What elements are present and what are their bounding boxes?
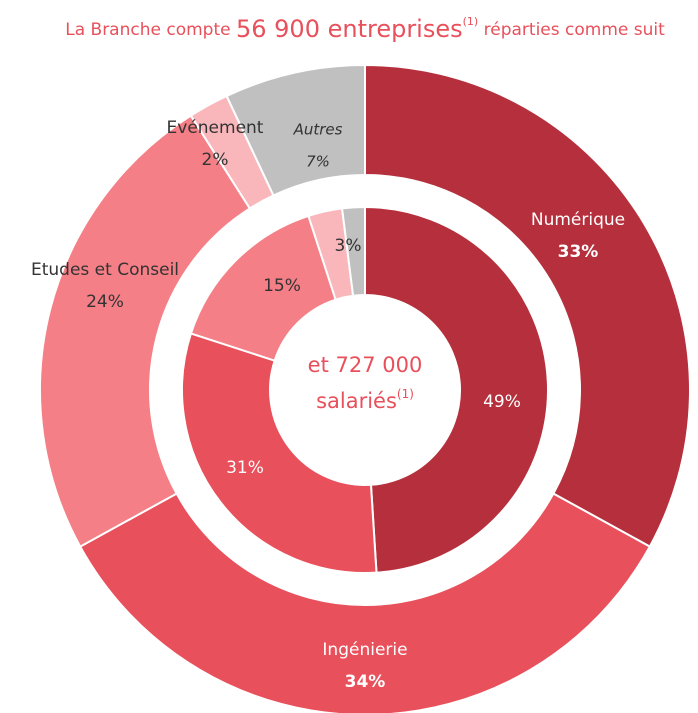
donut-slice <box>340 205 366 297</box>
center-unit: salariés <box>316 389 397 413</box>
category-label: Etudes et Conseil <box>31 260 179 280</box>
value-label: 15% <box>263 276 301 296</box>
donut-slice <box>78 492 652 713</box>
chart-title: La Branche compte 56 900 entreprises(1) … <box>65 12 665 43</box>
value-label: 34% <box>345 672 386 692</box>
category-label: Evénement <box>167 118 264 138</box>
title-suffix: réparties comme suit <box>484 20 665 40</box>
value-label: 33% <box>558 242 599 262</box>
center-label: salariés(1) <box>316 387 414 414</box>
value-label: 2% <box>202 150 229 170</box>
donut-slice <box>225 63 366 197</box>
value-label: 49% <box>483 392 521 412</box>
category-label: Numérique <box>531 210 625 230</box>
donut-slice <box>181 332 378 574</box>
category-label: Ingénierie <box>322 640 407 660</box>
center-value: et 727 000 <box>308 353 423 377</box>
value-label: 24% <box>86 292 124 312</box>
donut-slice <box>364 63 691 548</box>
value-label: 3% <box>335 236 362 256</box>
category-label: Autres <box>293 121 343 139</box>
title-prefix: La Branche compte <box>65 20 230 40</box>
center-label: et 727 000 <box>308 353 423 377</box>
donut-slice <box>38 114 252 548</box>
center-note: (1) <box>397 387 414 401</box>
value-label: 31% <box>226 458 264 478</box>
title-highlight: 56 900 entreprises <box>236 15 463 43</box>
title-note: (1) <box>463 15 479 28</box>
donut-slice <box>364 205 549 574</box>
value-label: 7% <box>306 153 330 171</box>
